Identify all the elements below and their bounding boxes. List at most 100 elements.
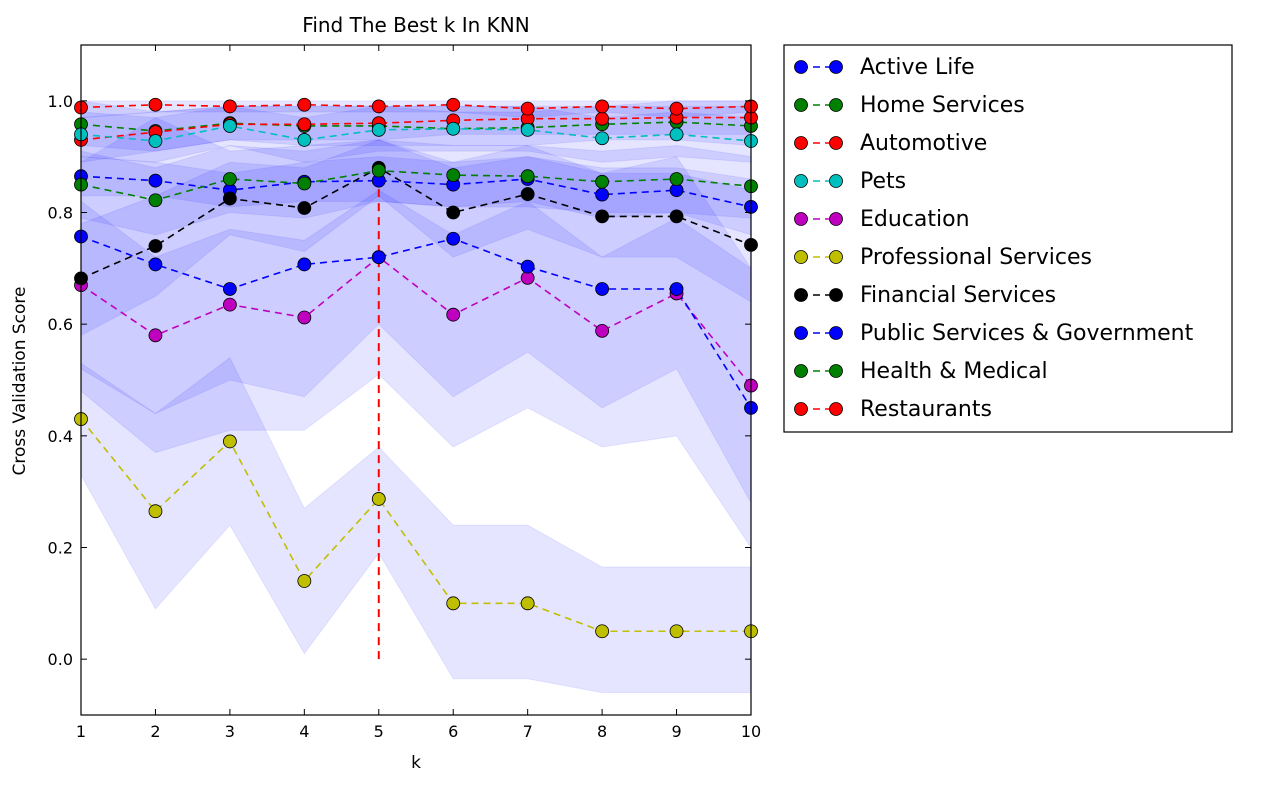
legend-label-financial-services: Financial Services — [860, 283, 1056, 308]
legend-label-education: Education — [860, 207, 970, 232]
point-health-and-medical-k2 — [148, 193, 163, 208]
legend-label-public-services-and-government: Public Services & Government — [860, 321, 1194, 346]
plot-frame — [80, 44, 752, 716]
chart-title: Find The Best k In KNN — [302, 13, 529, 37]
x-tick-label: 2 — [150, 722, 160, 741]
y-tick-label: 0.6 — [48, 315, 73, 334]
point-health-and-medical-k9 — [669, 172, 684, 186]
point-active-life-k8 — [595, 187, 610, 202]
point-education-k6 — [446, 307, 461, 322]
x-tick-label: 7 — [523, 722, 533, 741]
legend-label-active-life: Active Life — [860, 55, 975, 80]
point-automotive-k8 — [595, 111, 610, 126]
point-public-services-and-government-k6 — [446, 231, 461, 246]
band-professional-services — [81, 356, 751, 694]
point-pets-k4 — [297, 133, 312, 147]
confidence-bands — [81, 100, 751, 694]
legend-label-restaurants: Restaurants — [860, 397, 992, 422]
x-tick-label: 3 — [225, 722, 235, 741]
legend-marker-public-services-and-government — [794, 326, 808, 340]
y-tick-label: 0.8 — [48, 204, 73, 223]
x-axis-label: k — [411, 753, 421, 773]
x-tick-label: 6 — [448, 722, 458, 741]
legend-marker-pets — [829, 174, 843, 188]
line-education — [81, 256, 751, 387]
point-pets-k7 — [520, 122, 535, 137]
band-health-and-medical — [81, 139, 751, 236]
point-restaurants-k6 — [446, 97, 461, 112]
point-restaurants-k9 — [669, 101, 684, 116]
point-restaurants-k2 — [148, 97, 163, 112]
point-active-life-k2 — [148, 173, 163, 188]
x-tick-label: 5 — [374, 722, 384, 741]
point-public-services-and-government-k2 — [148, 257, 163, 272]
point-professional-services-k3 — [222, 434, 237, 449]
legend-marker-home-services — [794, 98, 808, 112]
band-automotive — [81, 100, 751, 163]
legend-marker-professional-services — [829, 250, 843, 264]
legend-marker-professional-services — [794, 250, 808, 264]
line-pets — [81, 125, 751, 142]
point-professional-services-k5 — [371, 492, 386, 506]
legend-marker-active-life — [794, 60, 808, 74]
y-tick-label: 0.0 — [48, 650, 73, 669]
band-restaurants — [81, 100, 751, 119]
legend-marker-active-life — [829, 60, 843, 74]
point-public-services-and-government-k5 — [371, 250, 386, 265]
legend-marker-automotive — [794, 136, 808, 150]
point-financial-services-k3 — [222, 191, 237, 206]
point-professional-services-k6 — [446, 596, 461, 611]
band-pets — [81, 105, 751, 163]
legend-label-pets: Pets — [860, 169, 906, 194]
point-professional-services-k8 — [595, 624, 610, 639]
point-education-k3 — [222, 297, 237, 312]
point-pets-k3 — [222, 119, 237, 133]
line-health-and-medical — [81, 169, 751, 202]
legend-marker-restaurants — [794, 402, 808, 416]
point-health-and-medical-k8 — [595, 174, 610, 189]
point-professional-services-k4 — [297, 574, 312, 588]
point-public-services-and-government-k3 — [222, 282, 237, 296]
point-education-k4 — [297, 310, 312, 325]
legend-marker-health-and-medical — [794, 364, 808, 378]
legend-marker-financial-services — [829, 288, 843, 302]
point-professional-services-k7 — [520, 596, 535, 611]
x-tick-label: 9 — [671, 722, 681, 741]
point-financial-services-k4 — [297, 201, 312, 215]
legend-marker-home-services — [829, 98, 843, 112]
legend-label-health-and-medical: Health & Medical — [860, 359, 1048, 384]
x-tick-label: 4 — [299, 722, 309, 741]
point-professional-services-k9 — [669, 624, 684, 639]
line-home-services — [81, 121, 751, 132]
x-tick-label: 10 — [741, 722, 761, 741]
line-automotive — [81, 116, 751, 141]
point-health-and-medical-k6 — [446, 168, 461, 182]
point-restaurants-k8 — [595, 99, 610, 114]
point-pets-k8 — [595, 131, 610, 146]
point-public-services-and-government-k4 — [297, 257, 312, 272]
band-education — [81, 189, 751, 504]
legend-marker-education — [829, 212, 843, 226]
point-pets-k5 — [371, 122, 386, 137]
legend: Active Life Home Services Automotive Pets Ed… — [783, 44, 1233, 433]
point-education-k2 — [148, 328, 163, 343]
point-pets-k2 — [148, 134, 163, 148]
point-restaurants-k7 — [520, 101, 535, 116]
band-public-services-and-government — [81, 117, 751, 549]
legend-marker-health-and-medical — [829, 364, 843, 378]
point-health-and-medical-k5 — [371, 163, 386, 178]
band-home-services — [81, 100, 751, 152]
point-restaurants-k3 — [222, 99, 237, 114]
line-financial-services — [81, 166, 751, 280]
point-financial-services-k8 — [595, 209, 610, 224]
y-tick-label: 1.0 — [48, 92, 73, 111]
line-restaurants — [81, 103, 751, 110]
legend-marker-public-services-and-government — [829, 326, 843, 340]
legend-label-home-services: Home Services — [860, 93, 1025, 118]
point-pets-k9 — [669, 127, 684, 142]
point-health-and-medical-k4 — [297, 176, 312, 191]
legend-marker-restaurants — [829, 402, 843, 416]
point-pets-k6 — [446, 121, 461, 136]
point-financial-services-k9 — [669, 209, 684, 224]
